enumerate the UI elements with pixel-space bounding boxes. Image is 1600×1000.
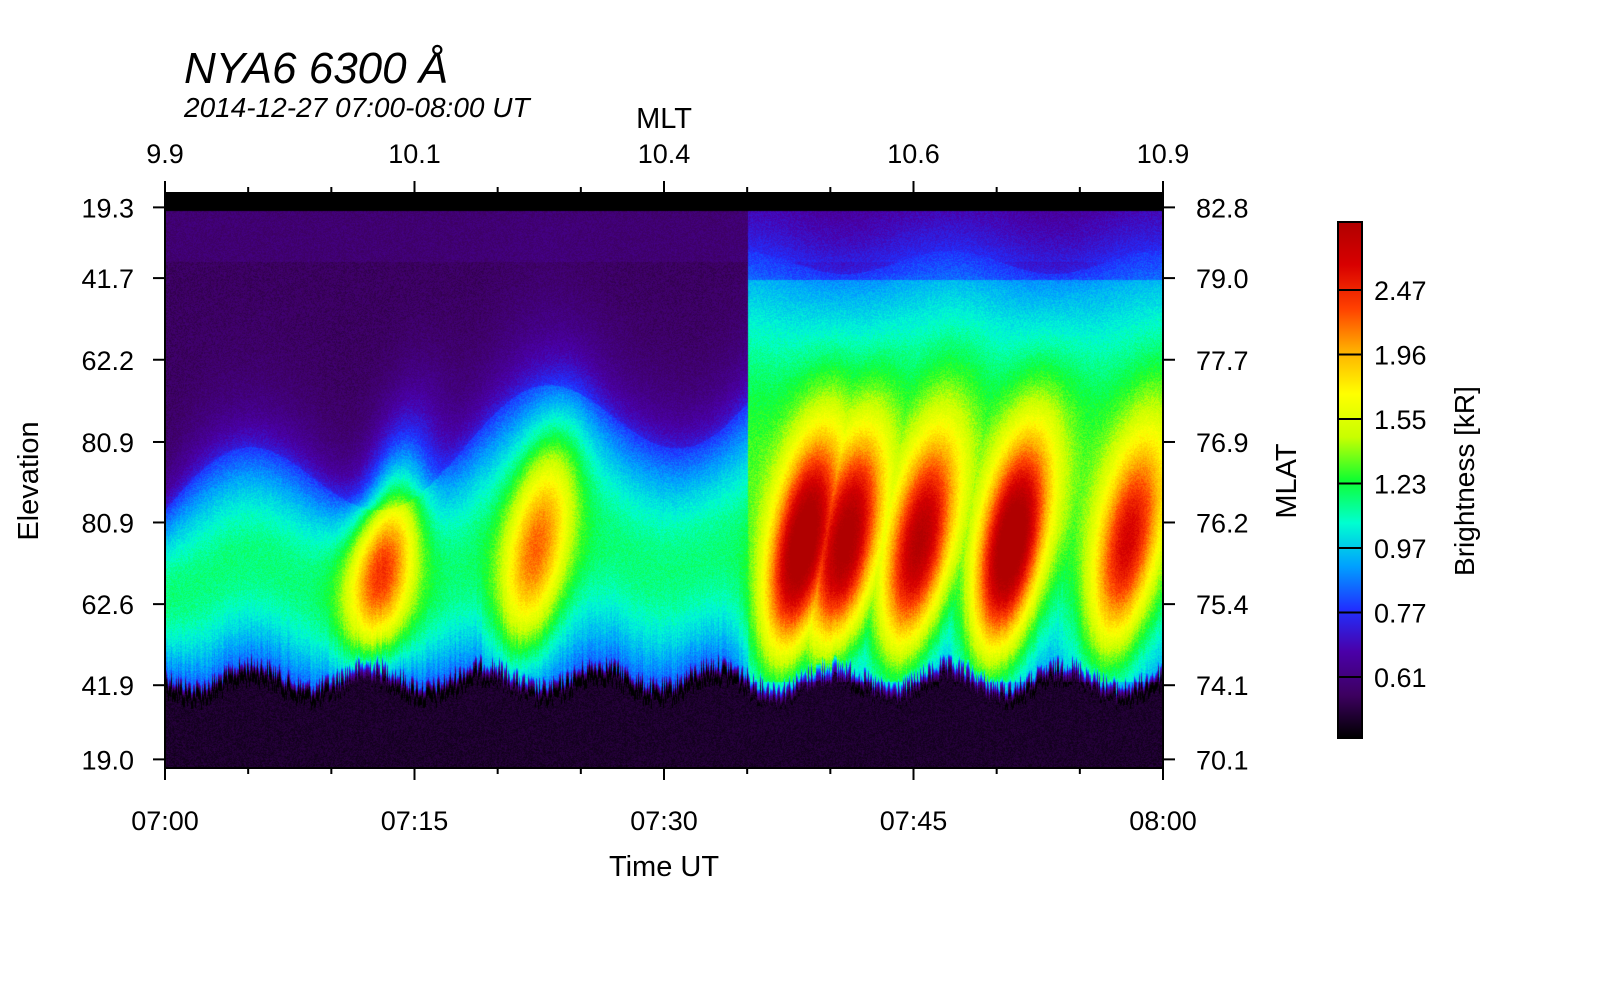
y-tick-label: 41.9 — [81, 671, 134, 701]
keogram-heatmap — [165, 193, 1163, 768]
y-axis-label: Elevation — [13, 421, 45, 540]
colorbar-tick-label: 0.97 — [1374, 534, 1427, 564]
right-tick-label: 82.8 — [1196, 193, 1249, 223]
top-tick-label: 10.9 — [1137, 139, 1190, 169]
colorbar-tick-label: 0.77 — [1374, 599, 1427, 629]
right-tick-label: 77.7 — [1196, 346, 1249, 376]
colorbar-tick-label: 1.55 — [1374, 405, 1427, 435]
y-tick-label: 19.0 — [81, 745, 134, 775]
right-tick-label: 76.9 — [1196, 428, 1249, 458]
top-tick-label: 10.4 — [638, 139, 691, 169]
right-tick-label: 76.2 — [1196, 508, 1249, 538]
x-tick-label: 07:15 — [381, 806, 449, 836]
colorbar-tick-label: 0.61 — [1374, 663, 1427, 693]
right-axis-label: MLAT — [1271, 443, 1303, 518]
colorbar-tick-label: 2.47 — [1374, 276, 1427, 306]
right-tick-label: 70.1 — [1196, 745, 1249, 775]
colorbar-label: Brightness [kR] — [1449, 386, 1480, 576]
colorbar-tick-label: 1.96 — [1374, 341, 1427, 371]
y-tick-label: 62.6 — [81, 590, 134, 620]
x-axis-label: Time UT — [609, 851, 719, 883]
chart-title: NYA6 6300 Å — [184, 44, 449, 93]
top-tick-label: 9.9 — [146, 139, 184, 169]
top-axis-label: MLT — [636, 103, 692, 135]
right-tick-label: 74.1 — [1196, 671, 1249, 701]
x-tick-label: 08:00 — [1129, 806, 1197, 836]
y-tick-label: 80.9 — [81, 508, 134, 538]
colorbar — [1337, 221, 1363, 739]
y-tick-label: 80.9 — [81, 428, 134, 458]
colorbar-tick-label: 1.23 — [1374, 470, 1427, 500]
right-tick-label: 75.4 — [1196, 590, 1249, 620]
right-tick-label: 79.0 — [1196, 264, 1249, 294]
chart-subtitle: 2014-12-27 07:00-08:00 UT — [184, 92, 530, 123]
x-tick-label: 07:00 — [131, 806, 199, 836]
y-tick-label: 41.7 — [81, 264, 134, 294]
top-tick-label: 10.6 — [887, 139, 940, 169]
x-tick-label: 07:45 — [880, 806, 948, 836]
top-tick-label: 10.1 — [388, 139, 441, 169]
y-tick-label: 62.2 — [81, 346, 134, 376]
y-tick-label: 19.3 — [81, 193, 134, 223]
x-tick-label: 07:30 — [630, 806, 698, 836]
